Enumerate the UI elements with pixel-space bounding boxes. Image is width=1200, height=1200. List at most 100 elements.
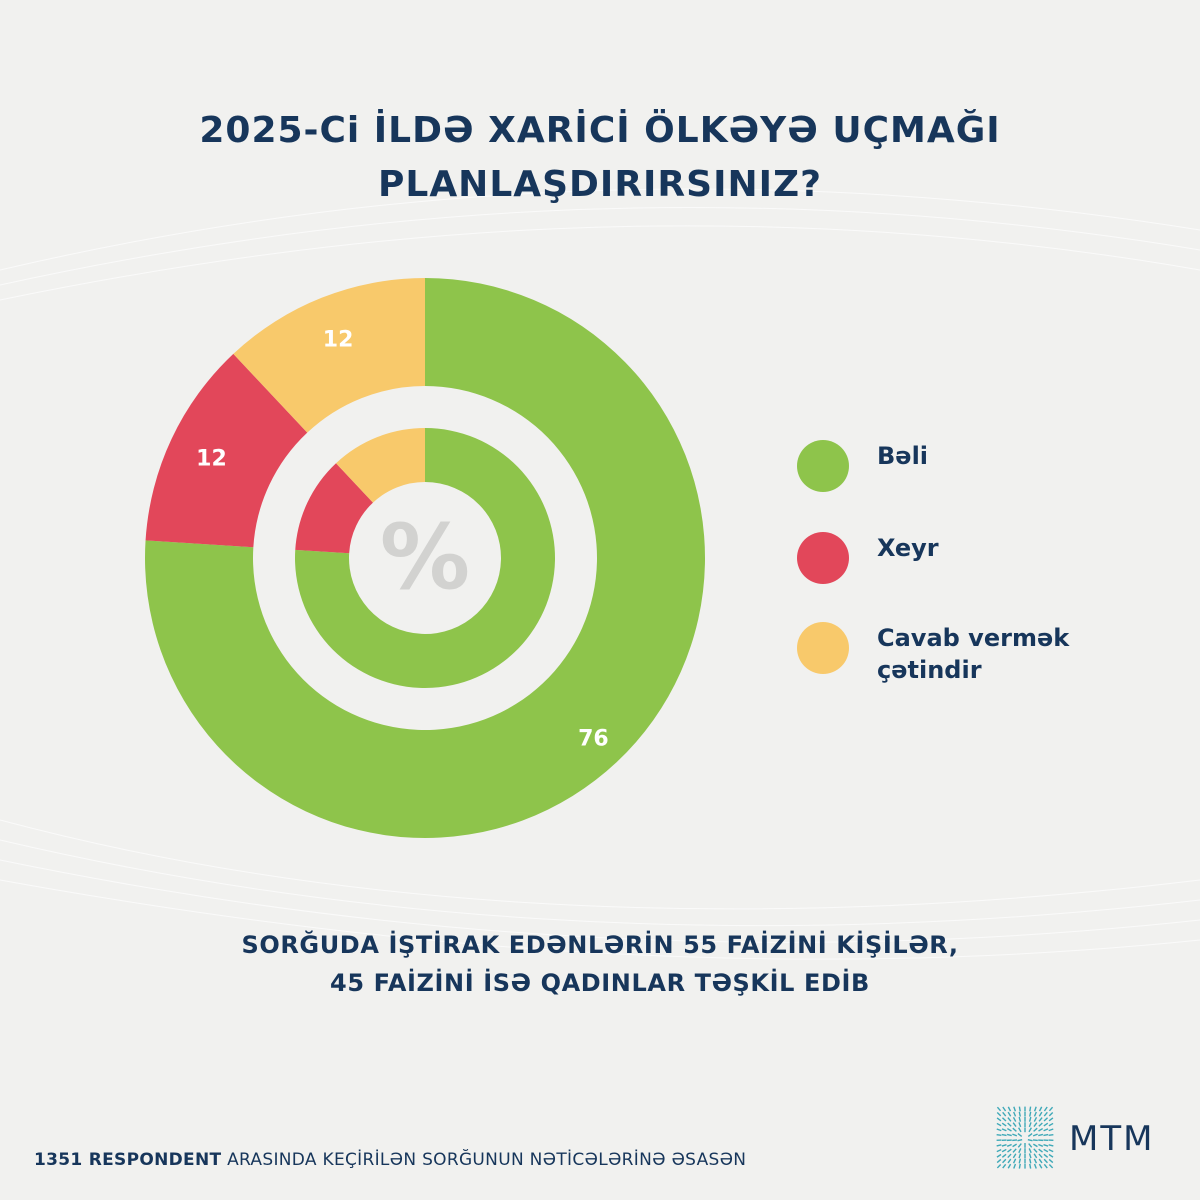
- logo-mark: [1018, 1158, 1022, 1164]
- logo-mark: [1018, 1148, 1022, 1154]
- logo-mark: [1048, 1144, 1054, 1147]
- logo-mark: [1028, 1153, 1032, 1159]
- logo-mark: [1001, 1122, 1007, 1127]
- logo-mark: [996, 1122, 1002, 1127]
- outer-slice-beli: [144, 278, 705, 838]
- source-note: 1351 RESPONDENT ARASINDA KEÇİRİLƏN SORĞU…: [34, 1150, 746, 1170]
- logo-mark: [1018, 1111, 1021, 1117]
- logo-mark: [996, 1112, 1002, 1117]
- data-labels: 76 12 12: [196, 328, 609, 752]
- logo-mark: [1012, 1158, 1017, 1164]
- logo-mark: [1043, 1133, 1049, 1137]
- logo-mark: [1043, 1106, 1048, 1112]
- logo-mark: [1028, 1158, 1032, 1164]
- chart-title: 2025-Ci İLDƏ XARİCİ ÖLKƏYƏ UÇMAĞI PLANLA…: [0, 104, 1200, 212]
- logo-mark: [1029, 1106, 1032, 1112]
- logo-mark: [1018, 1106, 1021, 1112]
- logo-mark: [996, 1117, 1002, 1122]
- logo-mark: [1013, 1111, 1017, 1117]
- logo-mark: [1012, 1143, 1018, 1148]
- legend-label-cavab-vermek-cetindir: Cavab vermək çətindir: [877, 624, 1070, 684]
- logo-mark: [1043, 1111, 1048, 1117]
- logo-mark: [1002, 1163, 1007, 1169]
- logo-mark: [1012, 1148, 1017, 1153]
- logo-mark: [1001, 1128, 1007, 1132]
- logo-mark: [1006, 1143, 1012, 1147]
- logo-mark: [1033, 1158, 1038, 1164]
- inner-slice-xeyr: [295, 463, 373, 554]
- logo-mark: [1007, 1153, 1012, 1159]
- mtm-logo: MTM: [995, 1105, 1154, 1173]
- logo-mark: [1038, 1133, 1044, 1137]
- logo-mark: [1007, 1117, 1012, 1122]
- logo-mark: [1048, 1158, 1054, 1164]
- legend-item-beli: Bəli: [797, 440, 1117, 492]
- logo-mark: [1038, 1111, 1043, 1117]
- logo-mark: [1013, 1163, 1017, 1169]
- logo-mark: [996, 1106, 1002, 1112]
- logo-mark: [1032, 1139, 1038, 1142]
- source-note-bold: 1351 RESPONDENT: [34, 1150, 222, 1170]
- logo-mark: [1033, 1153, 1038, 1159]
- footnote-line-1: SORĞUDA İŞTİRAK EDƏNLƏRİN 55 FAİZİNİ KİŞ…: [241, 931, 959, 959]
- logo-mark: [1043, 1153, 1049, 1158]
- logo-mark: [1018, 1127, 1022, 1133]
- legend-swatch-beli: [797, 440, 849, 492]
- logo-mark: [1048, 1133, 1054, 1137]
- logo-mark: [1033, 1106, 1037, 1112]
- logo-mark: [1028, 1148, 1032, 1154]
- logo-mark: [1028, 1116, 1032, 1122]
- logo-mark: [996, 1153, 1002, 1158]
- footnote-line-2: 45 FAİZİNİ İSƏ QADINLAR TƏŞKİL EDİB: [330, 969, 870, 997]
- logo-mark: [1012, 1139, 1018, 1142]
- logo-mark: [996, 1163, 1002, 1169]
- logo-mark: [1017, 1138, 1023, 1142]
- logo-mark: [1018, 1122, 1022, 1128]
- logo-mark: [1018, 1163, 1021, 1169]
- logo-mark: [1033, 1148, 1038, 1153]
- logo-mark: [1018, 1116, 1022, 1122]
- logo-mark: [1032, 1133, 1038, 1137]
- logo-mark: [1033, 1111, 1037, 1117]
- logo-mark: [996, 1133, 1002, 1137]
- legend-item-xeyr: Xeyr: [797, 532, 1117, 584]
- logo-mark: [1001, 1148, 1007, 1153]
- logo-mark: [1043, 1128, 1049, 1132]
- legend-swatch-xeyr: [797, 532, 849, 584]
- inner-ring: [295, 428, 556, 689]
- logo-mark: [1043, 1122, 1049, 1127]
- logo-mark: [1028, 1127, 1032, 1133]
- logo-mark: [1048, 1148, 1054, 1153]
- logo-mark: [1048, 1106, 1054, 1112]
- logo-mark: [1038, 1122, 1043, 1127]
- logo-mark: [1048, 1153, 1054, 1158]
- logo-mark: [1032, 1143, 1038, 1148]
- logo-mark: [1018, 1153, 1022, 1159]
- logo-mark: [1038, 1158, 1043, 1164]
- logo-mark: [1038, 1106, 1043, 1112]
- logo-mark: [1029, 1111, 1032, 1117]
- logo-mark: [1033, 1122, 1038, 1127]
- logo-mark: [1028, 1143, 1033, 1148]
- mtm-logo-icon: [996, 1106, 1054, 1169]
- logo-mark: [1033, 1127, 1038, 1132]
- outer-slice-xeyr: [145, 353, 308, 548]
- logo-mark: [1012, 1153, 1017, 1159]
- logo-mark: [1001, 1133, 1007, 1137]
- inner-slice-beli: [295, 428, 556, 689]
- legend-label-xeyr: Xeyr: [877, 534, 939, 562]
- center-percent-label: %: [380, 505, 470, 610]
- logo-mark: [1027, 1138, 1033, 1142]
- logo-mark: [1033, 1116, 1038, 1122]
- logo-mark: [1038, 1117, 1043, 1122]
- logo-mark: [1048, 1128, 1054, 1132]
- logo-mark: [1038, 1153, 1043, 1159]
- legend-swatch-cavab-vermek-cetindir: [797, 622, 849, 674]
- logo-mark: [1048, 1163, 1054, 1169]
- footnote: SORĞUDA İŞTİRAK EDƏNLƏRİN 55 FAİZİNİ KİŞ…: [0, 926, 1200, 1002]
- logo-mark: [1002, 1111, 1007, 1117]
- logo-mark: [1007, 1111, 1012, 1117]
- logo-mark: [1002, 1106, 1007, 1112]
- logo-mark: [1007, 1158, 1012, 1164]
